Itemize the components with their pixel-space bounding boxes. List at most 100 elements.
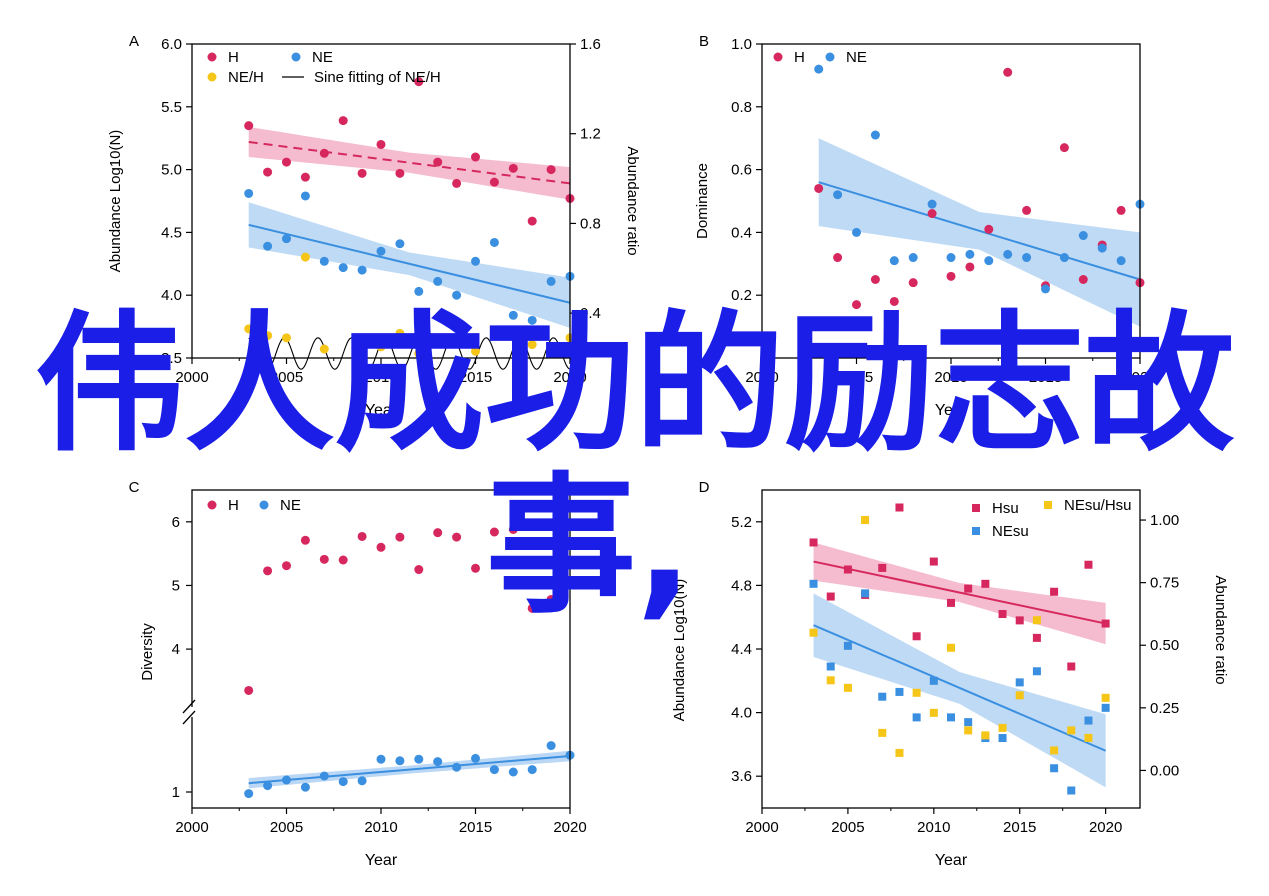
data-point-NEsu-Hsu: [998, 723, 1007, 732]
data-point-Hsu: [843, 565, 852, 574]
y-axis-label: Diversity: [139, 623, 156, 681]
legend-NE-H-marker: [207, 72, 217, 82]
data-point-H: [508, 163, 518, 173]
data-point-NEsu: [1015, 678, 1024, 687]
x-tick-label: 2020: [1123, 369, 1156, 386]
trend-line-NE: [248, 223, 571, 304]
trend-line-NEsu: [813, 624, 1107, 752]
data-point-NE: [338, 263, 348, 273]
legend-NE-label: NE: [280, 497, 301, 514]
data-point-NE: [1041, 284, 1050, 294]
data-point-NE-H: [282, 333, 291, 343]
data-point-NE: [263, 241, 273, 251]
data-point-NE: [282, 234, 291, 244]
data-point-NE: [414, 286, 424, 296]
data-point-NE: [300, 191, 310, 201]
data-point-H: [263, 167, 273, 177]
x-tick-label: 2010: [364, 369, 397, 386]
x-tick-label: 2000: [175, 369, 208, 386]
data-point-H: [376, 542, 386, 552]
data-point-NE: [908, 253, 918, 263]
data-point-Hsu: [1067, 662, 1076, 671]
y-tick-label: 3.5: [161, 350, 182, 367]
data-point-Hsu: [1101, 619, 1110, 628]
data-point-NE: [452, 290, 462, 300]
legend-NE-marker: [291, 52, 301, 62]
data-point-NE: [1003, 249, 1013, 259]
y-axis-label: Abundance Log10(N): [671, 579, 688, 722]
data-point-Hsu: [809, 538, 818, 547]
data-point-H: [395, 532, 405, 542]
data-point-H: [263, 566, 273, 576]
data-point-NEsu: [895, 687, 904, 696]
data-point-H: [357, 531, 367, 541]
data-point-NEsu-Hsu: [1032, 616, 1041, 625]
y2-tick-label: 1.6: [580, 36, 601, 53]
data-point-Hsu: [1015, 616, 1024, 625]
data-point-Hsu: [1032, 633, 1041, 642]
panel-label-D: D: [699, 479, 710, 496]
data-point-H: [908, 278, 918, 288]
data-point-NE: [508, 767, 518, 777]
trend-line-H: [248, 140, 571, 185]
data-point-NE-H: [376, 342, 386, 352]
data-point-NE: [263, 781, 273, 791]
data-point-NE: [889, 256, 899, 266]
data-point-H: [414, 77, 424, 87]
trend-line-NE: [248, 755, 571, 785]
data-point-NE-H: [395, 328, 405, 338]
legend-NEsu-label: NEsu: [992, 523, 1029, 540]
x-tick-label: 2020: [553, 819, 586, 836]
x-tick-label: 2005: [270, 369, 303, 386]
data-point-NEsu: [912, 713, 921, 722]
data-point-NE: [1022, 253, 1032, 263]
data-point-NE: [1097, 243, 1107, 253]
data-point-NE-H: [319, 344, 329, 354]
data-point-NE: [814, 64, 824, 74]
data-point-NE: [546, 741, 556, 751]
data-point-H: [946, 271, 956, 281]
y-tick-label: 4: [172, 641, 180, 658]
data-point-Hsu: [929, 557, 938, 566]
legend-H-marker: [207, 500, 217, 510]
data-point-NEsu-Hsu: [809, 628, 818, 637]
data-point-NE-H: [244, 324, 254, 334]
trend-line-Hsu: [813, 560, 1106, 625]
data-point-H: [889, 296, 899, 306]
data-point-Hsu: [826, 592, 835, 601]
y2-tick-label: 0.00: [1150, 762, 1179, 779]
data-point-Hsu: [981, 579, 990, 588]
x-tick-label: 2010: [364, 819, 397, 836]
data-point-NE-H: [489, 326, 499, 336]
legend-NEsu-Hsu-marker: [1044, 501, 1052, 509]
data-point-NEsu-Hsu: [912, 688, 921, 697]
data-point-NE-H: [263, 331, 273, 341]
data-point-NE: [833, 190, 843, 200]
legend-H-marker: [773, 52, 783, 62]
legend-H-marker: [207, 52, 217, 62]
x-tick-label: 2005: [831, 819, 864, 836]
data-point-NE: [471, 256, 480, 266]
x-axis-label: Year: [365, 852, 398, 869]
axis-break-mark: [182, 710, 196, 725]
legend-Hsu-marker: [972, 504, 980, 512]
data-point-H: [414, 565, 424, 575]
data-point-H: [282, 561, 291, 571]
data-point-NE-H: [414, 349, 424, 359]
ci-band-NEsu: [813, 593, 1106, 788]
data-point-NE: [852, 227, 861, 237]
y2-tick-label: 0.25: [1150, 700, 1179, 717]
trend-line-NE: [818, 181, 1141, 281]
data-point-H: [852, 300, 861, 310]
y-tick-label: 4.8: [731, 577, 752, 594]
data-point-H: [376, 139, 386, 149]
legend-sine-fit-label: Sine fitting of NE/H: [314, 69, 441, 86]
x-tick-label: 2000: [745, 369, 778, 386]
data-point-NEsu-Hsu: [878, 728, 887, 737]
y-tick-label: 4.5: [161, 224, 182, 241]
legend-NE-label: NE: [846, 49, 867, 66]
data-point-NEsu: [861, 589, 870, 598]
data-point-NEsu: [1067, 786, 1076, 795]
data-point-NE: [319, 256, 329, 266]
data-point-H: [319, 554, 329, 564]
